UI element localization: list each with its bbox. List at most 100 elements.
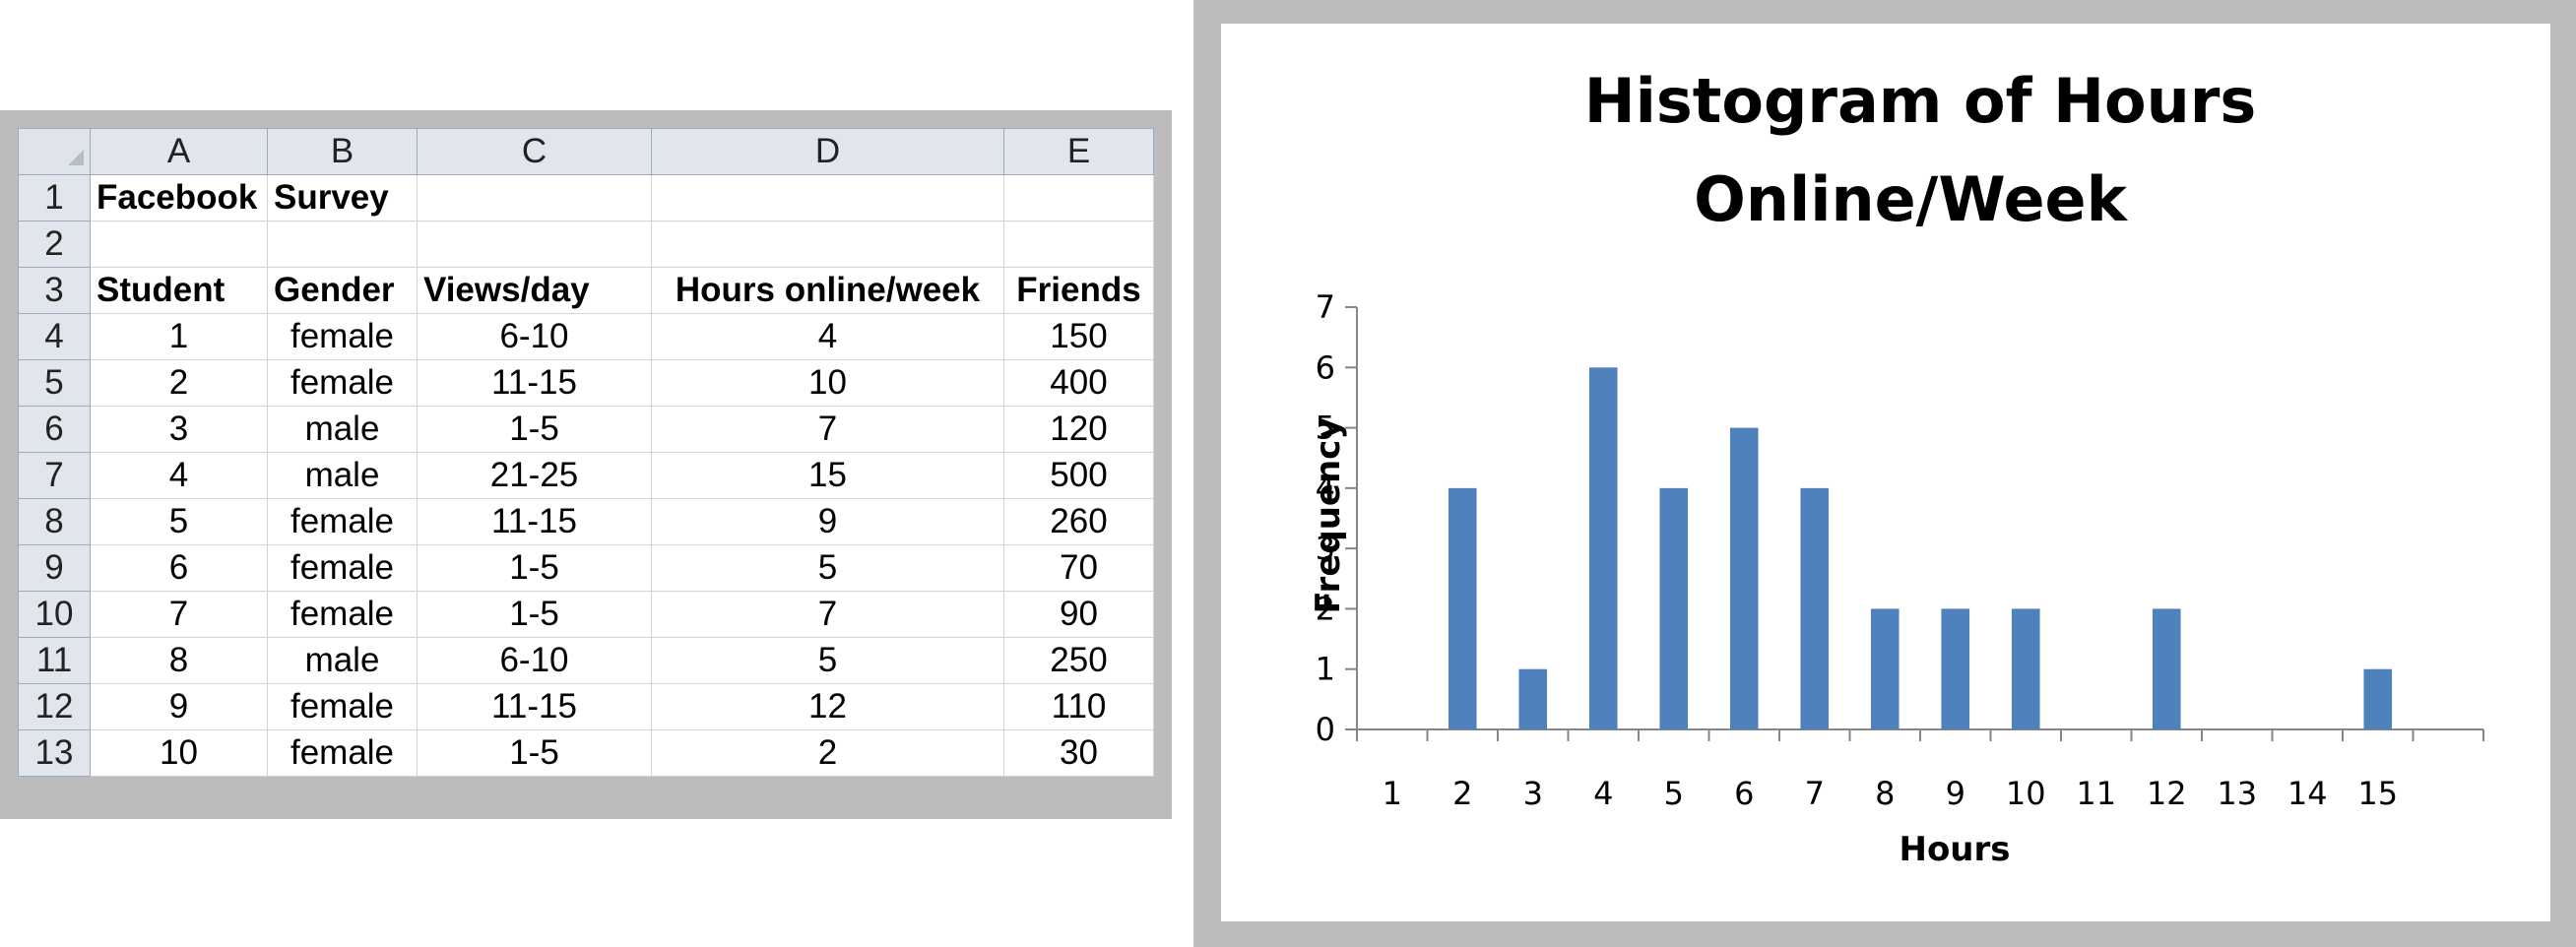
cell-hours[interactable]: 7 [651, 591, 1004, 638]
cell-student[interactable]: 1 [90, 313, 268, 360]
table-row: 4 1 female 6-10 4 150 [18, 313, 1154, 360]
cell-friends[interactable]: 110 [1003, 683, 1154, 730]
cell-views[interactable]: 1-5 [417, 406, 652, 453]
cell-hours[interactable]: 2 [651, 729, 1004, 777]
cell-friends[interactable]: 30 [1003, 729, 1154, 777]
column-header-e[interactable]: E [1003, 128, 1154, 175]
cell-c1[interactable] [417, 174, 652, 221]
cell-gender[interactable]: male [267, 452, 418, 499]
cell-gender[interactable]: female [267, 544, 418, 592]
cell-student[interactable]: 7 [90, 591, 268, 638]
cell-b1[interactable]: Survey [267, 174, 418, 221]
cell-d2[interactable] [651, 221, 1004, 268]
column-header-c[interactable]: C [417, 128, 652, 175]
x-tick-label: 12 [2147, 775, 2187, 812]
row-header[interactable]: 1 [18, 174, 91, 221]
cell-friends[interactable]: 70 [1003, 544, 1154, 592]
column-header-d[interactable]: D [651, 128, 1004, 175]
table-row: 7 4 male 21-25 15 500 [18, 452, 1154, 499]
cell-views[interactable]: 6-10 [417, 313, 652, 360]
column-header-a[interactable]: A [90, 128, 268, 175]
cell-a1[interactable]: Facebook [90, 174, 268, 221]
y-tick-label: 6 [1316, 348, 1335, 386]
cell-friends[interactable]: 500 [1003, 452, 1154, 499]
cell-views[interactable]: 11-15 [417, 683, 652, 730]
cell-hours[interactable]: 7 [651, 406, 1004, 453]
row-header[interactable]: 9 [18, 544, 91, 592]
cell-hours[interactable]: 4 [651, 313, 1004, 360]
cell-hours[interactable]: 5 [651, 544, 1004, 592]
cell-gender[interactable]: male [267, 637, 418, 684]
cell-gender[interactable]: female [267, 359, 418, 407]
cell-student[interactable]: 5 [90, 498, 268, 545]
header-cell-hours[interactable]: Hours online/week [651, 267, 1004, 314]
x-tick-label: 14 [2287, 775, 2328, 812]
select-all-triangle-icon [68, 150, 84, 165]
x-tick-label: 6 [1734, 775, 1754, 812]
column-header-b[interactable]: B [267, 128, 418, 175]
cell-student[interactable]: 3 [90, 406, 268, 453]
cell-views[interactable]: 11-15 [417, 498, 652, 545]
spreadsheet: A B C D E 1 Facebook Survey 2 [18, 128, 1154, 777]
cell-e1[interactable] [1003, 174, 1154, 221]
header-cell-gender[interactable]: Gender [267, 267, 418, 314]
cell-friends[interactable]: 90 [1003, 591, 1154, 638]
row-header[interactable]: 5 [18, 359, 91, 407]
row-header[interactable]: 6 [18, 406, 91, 453]
cell-views[interactable]: 6-10 [417, 637, 652, 684]
cell-friends[interactable]: 150 [1003, 313, 1154, 360]
cell-student[interactable]: 6 [90, 544, 268, 592]
row-header[interactable]: 7 [18, 452, 91, 499]
cell-friends[interactable]: 120 [1003, 406, 1154, 453]
cell-friends[interactable]: 400 [1003, 359, 1154, 407]
select-all-corner[interactable] [18, 128, 91, 175]
y-tick-label: 7 [1316, 288, 1335, 326]
chart-title-line-2: Online/Week [1694, 163, 2128, 235]
cell-e2[interactable] [1003, 221, 1154, 268]
cell-student[interactable]: 4 [90, 452, 268, 499]
cell-hours[interactable]: 12 [651, 683, 1004, 730]
cell-hours[interactable]: 10 [651, 359, 1004, 407]
cell-views[interactable]: 11-15 [417, 359, 652, 407]
cell-d1[interactable] [651, 174, 1004, 221]
cell-student[interactable]: 8 [90, 637, 268, 684]
header-cell-student[interactable]: Student [90, 267, 268, 314]
cell-hours[interactable]: 15 [651, 452, 1004, 499]
x-tick-label: 2 [1452, 775, 1472, 812]
row-header[interactable]: 8 [18, 498, 91, 545]
histogram-chart: Histogram of Hours Online/Week Frequency… [1309, 65, 2484, 869]
cell-hours[interactable]: 5 [651, 637, 1004, 684]
cell-hours[interactable]: 9 [651, 498, 1004, 545]
cell-friends[interactable]: 260 [1003, 498, 1154, 545]
row-header[interactable]: 4 [18, 313, 91, 360]
row-header[interactable]: 13 [18, 729, 91, 777]
cell-gender[interactable]: female [267, 498, 418, 545]
cell-gender[interactable]: female [267, 313, 418, 360]
row-header[interactable]: 10 [18, 591, 91, 638]
cell-b2[interactable] [267, 221, 418, 268]
cell-student[interactable]: 10 [90, 729, 268, 777]
histogram-bar-15 [2363, 668, 2393, 729]
row-header[interactable]: 11 [18, 637, 91, 684]
cell-gender[interactable]: male [267, 406, 418, 453]
cell-student[interactable]: 9 [90, 683, 268, 730]
cell-gender[interactable]: female [267, 591, 418, 638]
header-cell-friends[interactable]: Friends [1003, 267, 1154, 314]
cell-views[interactable]: 1-5 [417, 544, 652, 592]
cell-a2[interactable] [90, 221, 268, 268]
cell-views[interactable]: 1-5 [417, 729, 652, 777]
cell-gender[interactable]: female [267, 729, 418, 777]
y-tick-label: 4 [1316, 470, 1335, 507]
cell-c2[interactable] [417, 221, 652, 268]
row-header[interactable]: 12 [18, 683, 91, 730]
row-header[interactable]: 3 [18, 267, 91, 314]
cell-views[interactable]: 21-25 [417, 452, 652, 499]
cell-views[interactable]: 1-5 [417, 591, 652, 638]
histogram-bar-7 [1800, 487, 1830, 729]
header-cell-views[interactable]: Views/day [417, 267, 652, 314]
cell-gender[interactable]: female [267, 683, 418, 730]
row-header[interactable]: 2 [18, 221, 91, 268]
cell-student[interactable]: 2 [90, 359, 268, 407]
sheet-row-3: 3 Student Gender Views/day Hours online/… [18, 267, 1154, 314]
cell-friends[interactable]: 250 [1003, 637, 1154, 684]
